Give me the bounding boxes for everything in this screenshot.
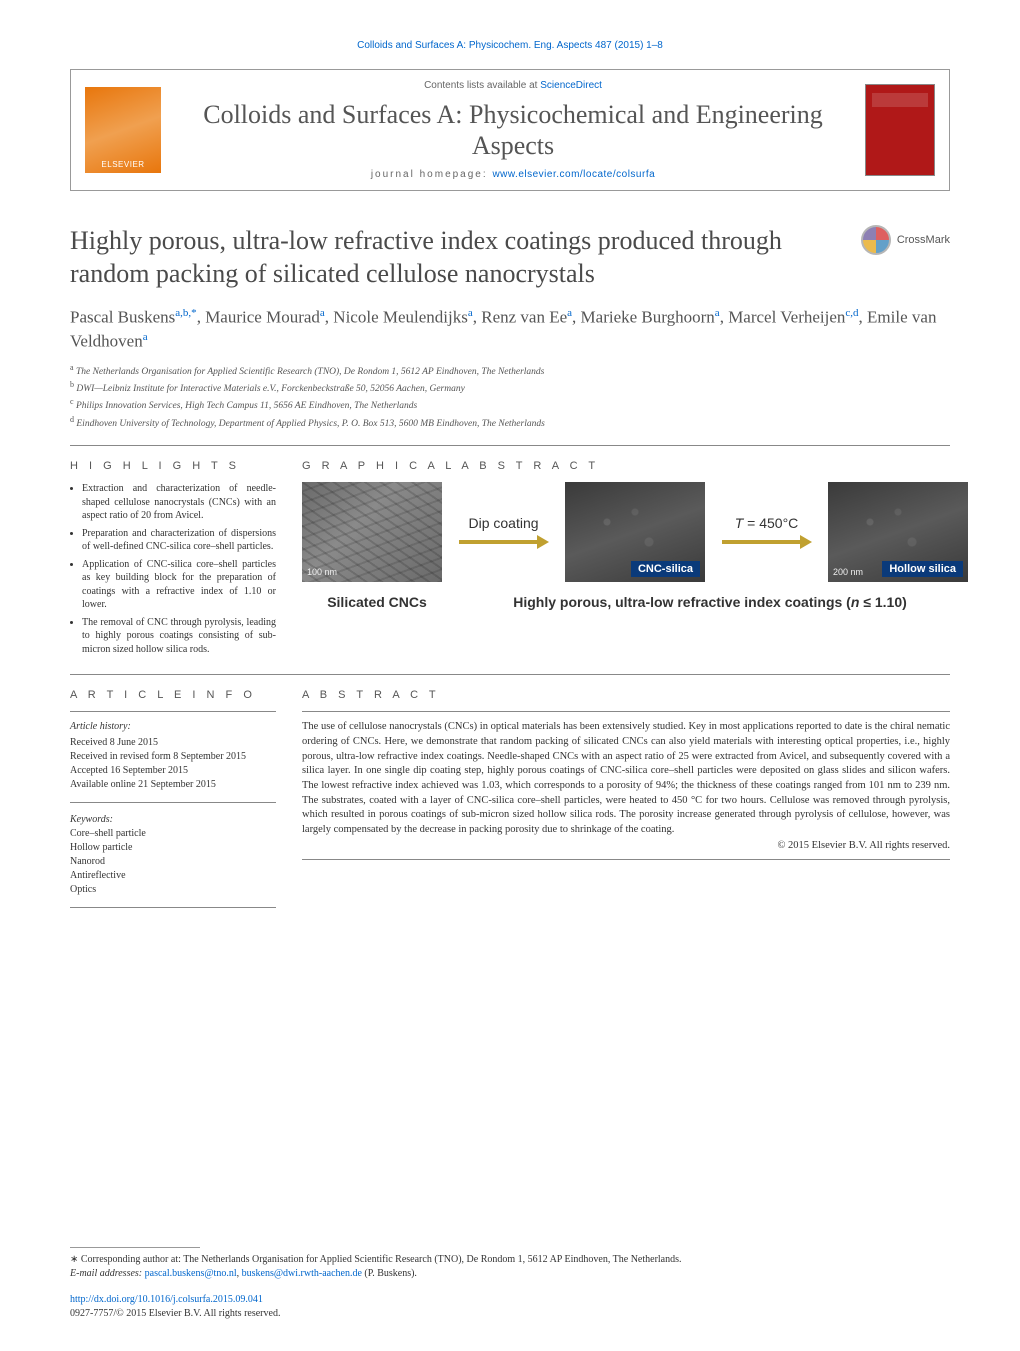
ga-label-hollow-silica: Hollow silica bbox=[882, 561, 963, 577]
graphical-abstract-label: G R A P H I C A L A B S T R A C T bbox=[302, 460, 968, 472]
history-online: Available online 21 September 2015 bbox=[70, 778, 276, 792]
affiliation: a The Netherlands Organisation for Appli… bbox=[70, 362, 950, 379]
history-revised: Received in revised form 8 September 201… bbox=[70, 750, 276, 764]
ga-image-silicated-cnc: 100 nm bbox=[302, 482, 442, 582]
affiliations: a The Netherlands Organisation for Appli… bbox=[70, 362, 950, 432]
highlights-list: Extraction and characterization of needl… bbox=[70, 482, 276, 656]
highlight-item: Preparation and characterization of disp… bbox=[82, 527, 276, 554]
highlight-item: Extraction and characterization of needl… bbox=[82, 482, 276, 523]
ga-scale-1: 100 nm bbox=[307, 567, 337, 577]
history-header: Article history: bbox=[70, 720, 276, 734]
crossmark-label: CrossMark bbox=[897, 234, 950, 246]
ga-arrow-text-2: T = 450°C bbox=[735, 515, 799, 531]
contents-line: Contents lists available at ScienceDirec… bbox=[177, 80, 849, 91]
corr-marker: ∗ bbox=[70, 1254, 78, 1265]
ga-image-hollow-silica: 200 nm Hollow silica bbox=[828, 482, 968, 582]
keywords-block: Keywords: Core–shell particleHollow part… bbox=[70, 813, 276, 897]
email-suffix: (P. Buskens). bbox=[364, 1268, 417, 1279]
highlight-item: Application of CNC-silica core–shell par… bbox=[82, 558, 276, 612]
corresponding-author: ∗ Corresponding author at: The Netherlan… bbox=[70, 1253, 950, 1267]
author-list: Pascal Buskensa,b,*, Maurice Mourada, Ni… bbox=[70, 306, 950, 353]
crossmark-icon bbox=[861, 225, 891, 255]
ga-arrow-text-1: Dip coating bbox=[468, 515, 538, 531]
highlight-item: The removal of CNC through pyrolysis, le… bbox=[82, 616, 276, 657]
sciencedirect-link[interactable]: ScienceDirect bbox=[540, 80, 602, 91]
footer: ∗ Corresponding author at: The Netherlan… bbox=[70, 1247, 950, 1321]
email-line: E-mail addresses: pascal.buskens@tno.nl,… bbox=[70, 1267, 950, 1281]
ga-label-cnc-silica: CNC-silica bbox=[631, 561, 700, 577]
divider bbox=[70, 674, 950, 675]
article-history: Article history: Received 8 June 2015 Re… bbox=[70, 720, 276, 792]
abstract-text: The use of cellulose nanocrystals (CNCs)… bbox=[302, 720, 950, 838]
crossmark-badge[interactable]: CrossMark bbox=[861, 225, 950, 255]
keyword: Core–shell particle bbox=[70, 827, 276, 841]
abstract-label: A B S T R A C T bbox=[302, 689, 950, 701]
article-info-label: A R T I C L E I N F O bbox=[70, 689, 276, 701]
corr-text: Corresponding author at: The Netherlands… bbox=[81, 1254, 682, 1265]
email-link-1[interactable]: pascal.buskens@tno.nl bbox=[145, 1268, 237, 1279]
issn-line: 0927-7757/© 2015 Elsevier B.V. All right… bbox=[70, 1308, 280, 1319]
highlights-label: H I G H L I G H T S bbox=[70, 460, 276, 472]
ga-scale-3: 200 nm bbox=[833, 567, 863, 577]
email-link-2[interactable]: buskens@dwi.rwth-aachen.de bbox=[242, 1268, 362, 1279]
journal-title: Colloids and Surfaces A: Physicochemical… bbox=[177, 99, 849, 161]
keyword: Hollow particle bbox=[70, 841, 276, 855]
keyword: Optics bbox=[70, 883, 276, 897]
running-head: Colloids and Surfaces A: Physicochem. En… bbox=[70, 40, 950, 51]
email-label: E-mail addresses: bbox=[70, 1268, 142, 1279]
arrow-right-icon bbox=[722, 534, 812, 550]
keyword: Antireflective bbox=[70, 869, 276, 883]
elsevier-logo: ELSEVIER bbox=[85, 87, 161, 173]
journal-header: ELSEVIER Contents lists available at Sci… bbox=[70, 69, 950, 191]
affiliation: b DWI—Leibniz Institute for Interactive … bbox=[70, 379, 950, 396]
copyright: © 2015 Elsevier B.V. All rights reserved… bbox=[302, 840, 950, 851]
keywords-header: Keywords: bbox=[70, 813, 276, 827]
history-accepted: Accepted 16 September 2015 bbox=[70, 764, 276, 778]
affiliation: d Eindhoven University of Technology, De… bbox=[70, 414, 950, 431]
contents-prefix: Contents lists available at bbox=[424, 80, 540, 91]
history-received: Received 8 June 2015 bbox=[70, 736, 276, 750]
homepage-prefix: journal homepage: bbox=[371, 169, 493, 180]
divider bbox=[70, 445, 950, 446]
homepage-line: journal homepage: www.elsevier.com/locat… bbox=[177, 169, 849, 180]
journal-cover-thumbnail bbox=[865, 84, 935, 176]
article-title: Highly porous, ultra-low refractive inde… bbox=[70, 225, 841, 290]
ga-image-cnc-silica: CNC-silica bbox=[565, 482, 705, 582]
homepage-link[interactable]: www.elsevier.com/locate/colsurfa bbox=[492, 169, 655, 180]
doi-link[interactable]: http://dx.doi.org/10.1016/j.colsurfa.201… bbox=[70, 1294, 263, 1305]
keyword: Nanorod bbox=[70, 855, 276, 869]
graphical-abstract: 100 nm Dip coating CNC-silica T = 450°C … bbox=[302, 482, 968, 582]
ga-caption-left: Silicated CNCs bbox=[302, 594, 452, 610]
affiliation: c Philips Innovation Services, High Tech… bbox=[70, 396, 950, 413]
ga-caption-right: Highly porous, ultra-low refractive inde… bbox=[452, 594, 968, 610]
arrow-right-icon bbox=[459, 534, 549, 550]
